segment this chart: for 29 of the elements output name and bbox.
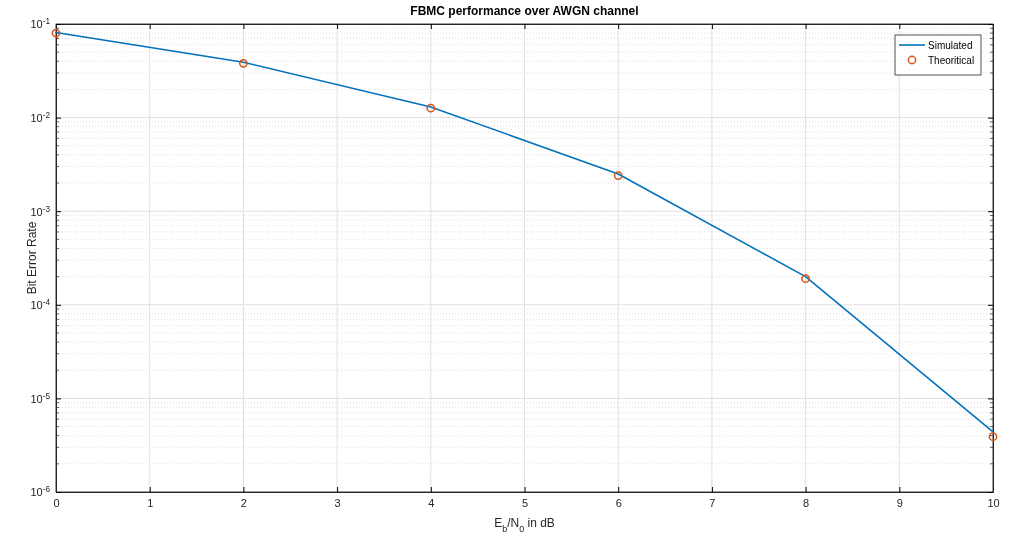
x-tick-label: 6 (615, 497, 622, 510)
y-tick-label: 10$^{-6}$ (30, 484, 51, 499)
point (51, 28, 61, 38)
point (801, 274, 811, 284)
x-tick-label: 0 (53, 497, 60, 510)
y-tick-label: 10$^{-2}$ (30, 110, 51, 124)
y-tick-label: 10$^{-4}$ (30, 297, 51, 312)
x-tick-label: 4 (428, 497, 435, 510)
x-tick-label: 2 (240, 497, 247, 510)
line-series (55, 31, 994, 433)
point (613, 171, 623, 181)
y-tick-label: 10$^{-1}$ (30, 16, 51, 31)
x-tick-label: 7 (709, 497, 716, 510)
y-tick-label: 10$^{-3}$ (30, 204, 51, 218)
y-tick-label: 10$^{-5}$ (30, 391, 51, 405)
point (988, 432, 998, 442)
point (426, 103, 436, 113)
x-tick-label: 3 (334, 497, 341, 510)
chart-title: FBMC performance over AWGN channel (410, 4, 639, 18)
legend-label: Simulated (928, 39, 973, 51)
x-tick-label: 10 (987, 497, 1000, 510)
x-tick-label: 8 (803, 497, 810, 510)
y-axis-title: Bit Error Rate (25, 221, 39, 295)
x-tick-label: 5 (521, 497, 529, 510)
legend-label: Theoritical (928, 54, 975, 66)
x-tick-label: 1 (147, 497, 154, 510)
x-tick-label: 9 (896, 497, 903, 510)
point (238, 58, 248, 68)
x-axis-title: E$_{b}$/N$_{0}$ in dB (494, 516, 555, 534)
